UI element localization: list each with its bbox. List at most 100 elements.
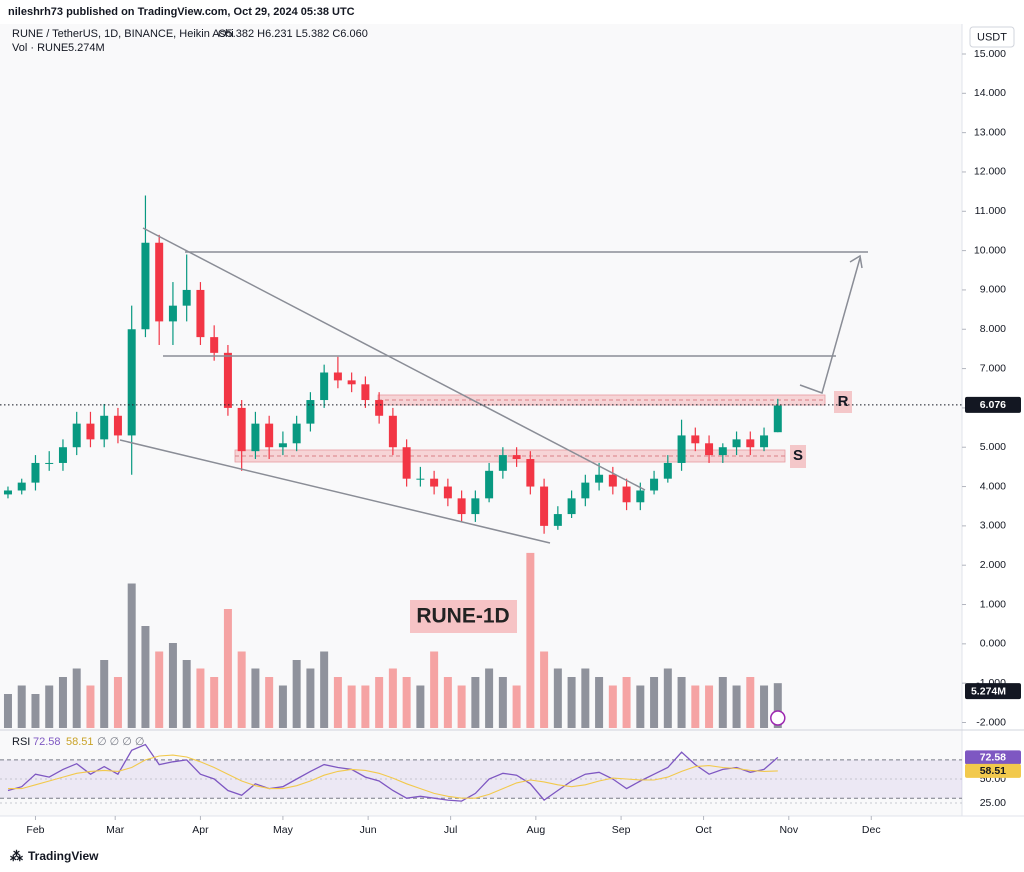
candle-body: [168, 305, 177, 322]
volume-bar: [333, 677, 342, 728]
candle-body: [691, 435, 700, 444]
candle-body: [361, 384, 370, 401]
candle-body: [581, 482, 590, 499]
volume-bar: [45, 685, 54, 728]
candle-body: [622, 486, 631, 503]
rsi-value-label: 58.51: [980, 765, 1006, 777]
volume-bar: [237, 651, 246, 728]
candle-body: [72, 423, 81, 448]
x-tick-label: Jun: [360, 824, 377, 836]
volume-bar: [650, 677, 659, 728]
candle-body: [732, 439, 741, 448]
volume-bar: [320, 651, 329, 728]
candle-body: [553, 514, 562, 526]
candle-body: [306, 400, 315, 424]
y-tick-label: 1.000: [980, 598, 1006, 610]
volume-bar: [595, 677, 604, 728]
volume-bar: [430, 651, 439, 728]
candle-body: [705, 443, 714, 456]
candle-body: [292, 423, 301, 444]
volume-bar: [141, 626, 150, 728]
volume-bar: [127, 583, 136, 728]
volume-bar: [691, 685, 700, 728]
x-tick-label: Aug: [527, 824, 546, 836]
volume-bar: [113, 677, 122, 728]
candle-body: [443, 486, 452, 499]
projection-arrow: [799, 257, 861, 394]
candle-body: [210, 337, 219, 353]
candle-body: [567, 498, 576, 515]
published-line: nileshrh73 published on TradingView.com,…: [8, 6, 355, 18]
candle-body: [182, 289, 191, 306]
candle-body: [3, 490, 12, 495]
s-label-box: [790, 445, 806, 468]
volume-bar: [760, 685, 769, 728]
rsi-tick-label: 25.00: [980, 797, 1006, 809]
currency[interactable]: USDT: [977, 31, 1007, 43]
candle-body: [375, 400, 384, 416]
y-tick-label: 8.000: [980, 323, 1006, 335]
r-label: R: [838, 393, 849, 410]
volume-bar: [100, 660, 109, 728]
candle-body: [265, 423, 274, 448]
y-tick-label: 13.000: [974, 126, 1006, 138]
candle-body: [540, 486, 549, 526]
volume-bar: [471, 677, 480, 728]
header: nileshrh73 published on TradingView.com,…: [8, 6, 1015, 863]
candle-body: [31, 462, 40, 483]
y-tick-label: 10.000: [974, 244, 1006, 256]
volume-bar: [677, 677, 686, 728]
footer-logo: TradingView: [28, 849, 99, 863]
candle-body: [223, 352, 232, 408]
s-label: S: [793, 447, 803, 464]
candle-body: [718, 447, 727, 456]
annotation-zones: [234, 394, 826, 463]
x-tick-label: Oct: [695, 824, 711, 836]
volume-bar: [361, 685, 370, 728]
candle-body: [663, 462, 672, 479]
volume-bar: [581, 668, 590, 728]
volume-bar: [663, 668, 672, 728]
candle-body: [746, 439, 755, 448]
x-tick-label: Dec: [862, 824, 881, 836]
candle-body: [485, 470, 494, 499]
volume-bar: [622, 677, 631, 728]
candle-body: [141, 242, 150, 330]
volume-bar: [636, 685, 645, 728]
volume-bar: [773, 683, 782, 728]
volume-bar: [182, 660, 191, 728]
lower-trendline: [119, 439, 551, 544]
volume-bar: [306, 668, 315, 728]
volume-bar: [567, 677, 576, 728]
candle-body: [333, 372, 342, 381]
candles: [3, 195, 782, 728]
volume-bar: [485, 668, 494, 728]
currency-box[interactable]: [969, 26, 1015, 48]
rsi-ma-line: [8, 754, 778, 799]
volume-label-box: [965, 683, 1021, 700]
r-label-box: [834, 391, 852, 413]
x-tick-label: Sep: [612, 824, 631, 836]
volume-bar: [526, 552, 535, 728]
volume-bar: [31, 694, 40, 728]
x-tick-label: Feb: [26, 824, 44, 836]
y-tick-label: 3.000: [980, 520, 1006, 532]
rsi-value-label: 72.58: [980, 752, 1006, 764]
y-tick-label: 2.000: [980, 559, 1006, 571]
candle-body: [155, 242, 164, 322]
volume-bar: [196, 668, 205, 728]
volume-bar: [402, 677, 411, 728]
candle-body: [760, 435, 769, 448]
last-price-box: [965, 396, 1021, 413]
volume-bar: [86, 685, 95, 728]
y-tick-label: 9.000: [980, 284, 1006, 296]
volume-bar: [155, 651, 164, 728]
candle-body: [127, 329, 136, 436]
volume-bar: [746, 677, 755, 728]
volume-bar: [512, 685, 521, 728]
y-tick-label: 0.000: [980, 638, 1006, 650]
volume-bar: [168, 643, 177, 728]
title-annotation: RUNE-1D: [416, 605, 509, 628]
volume-bar: [457, 685, 466, 728]
